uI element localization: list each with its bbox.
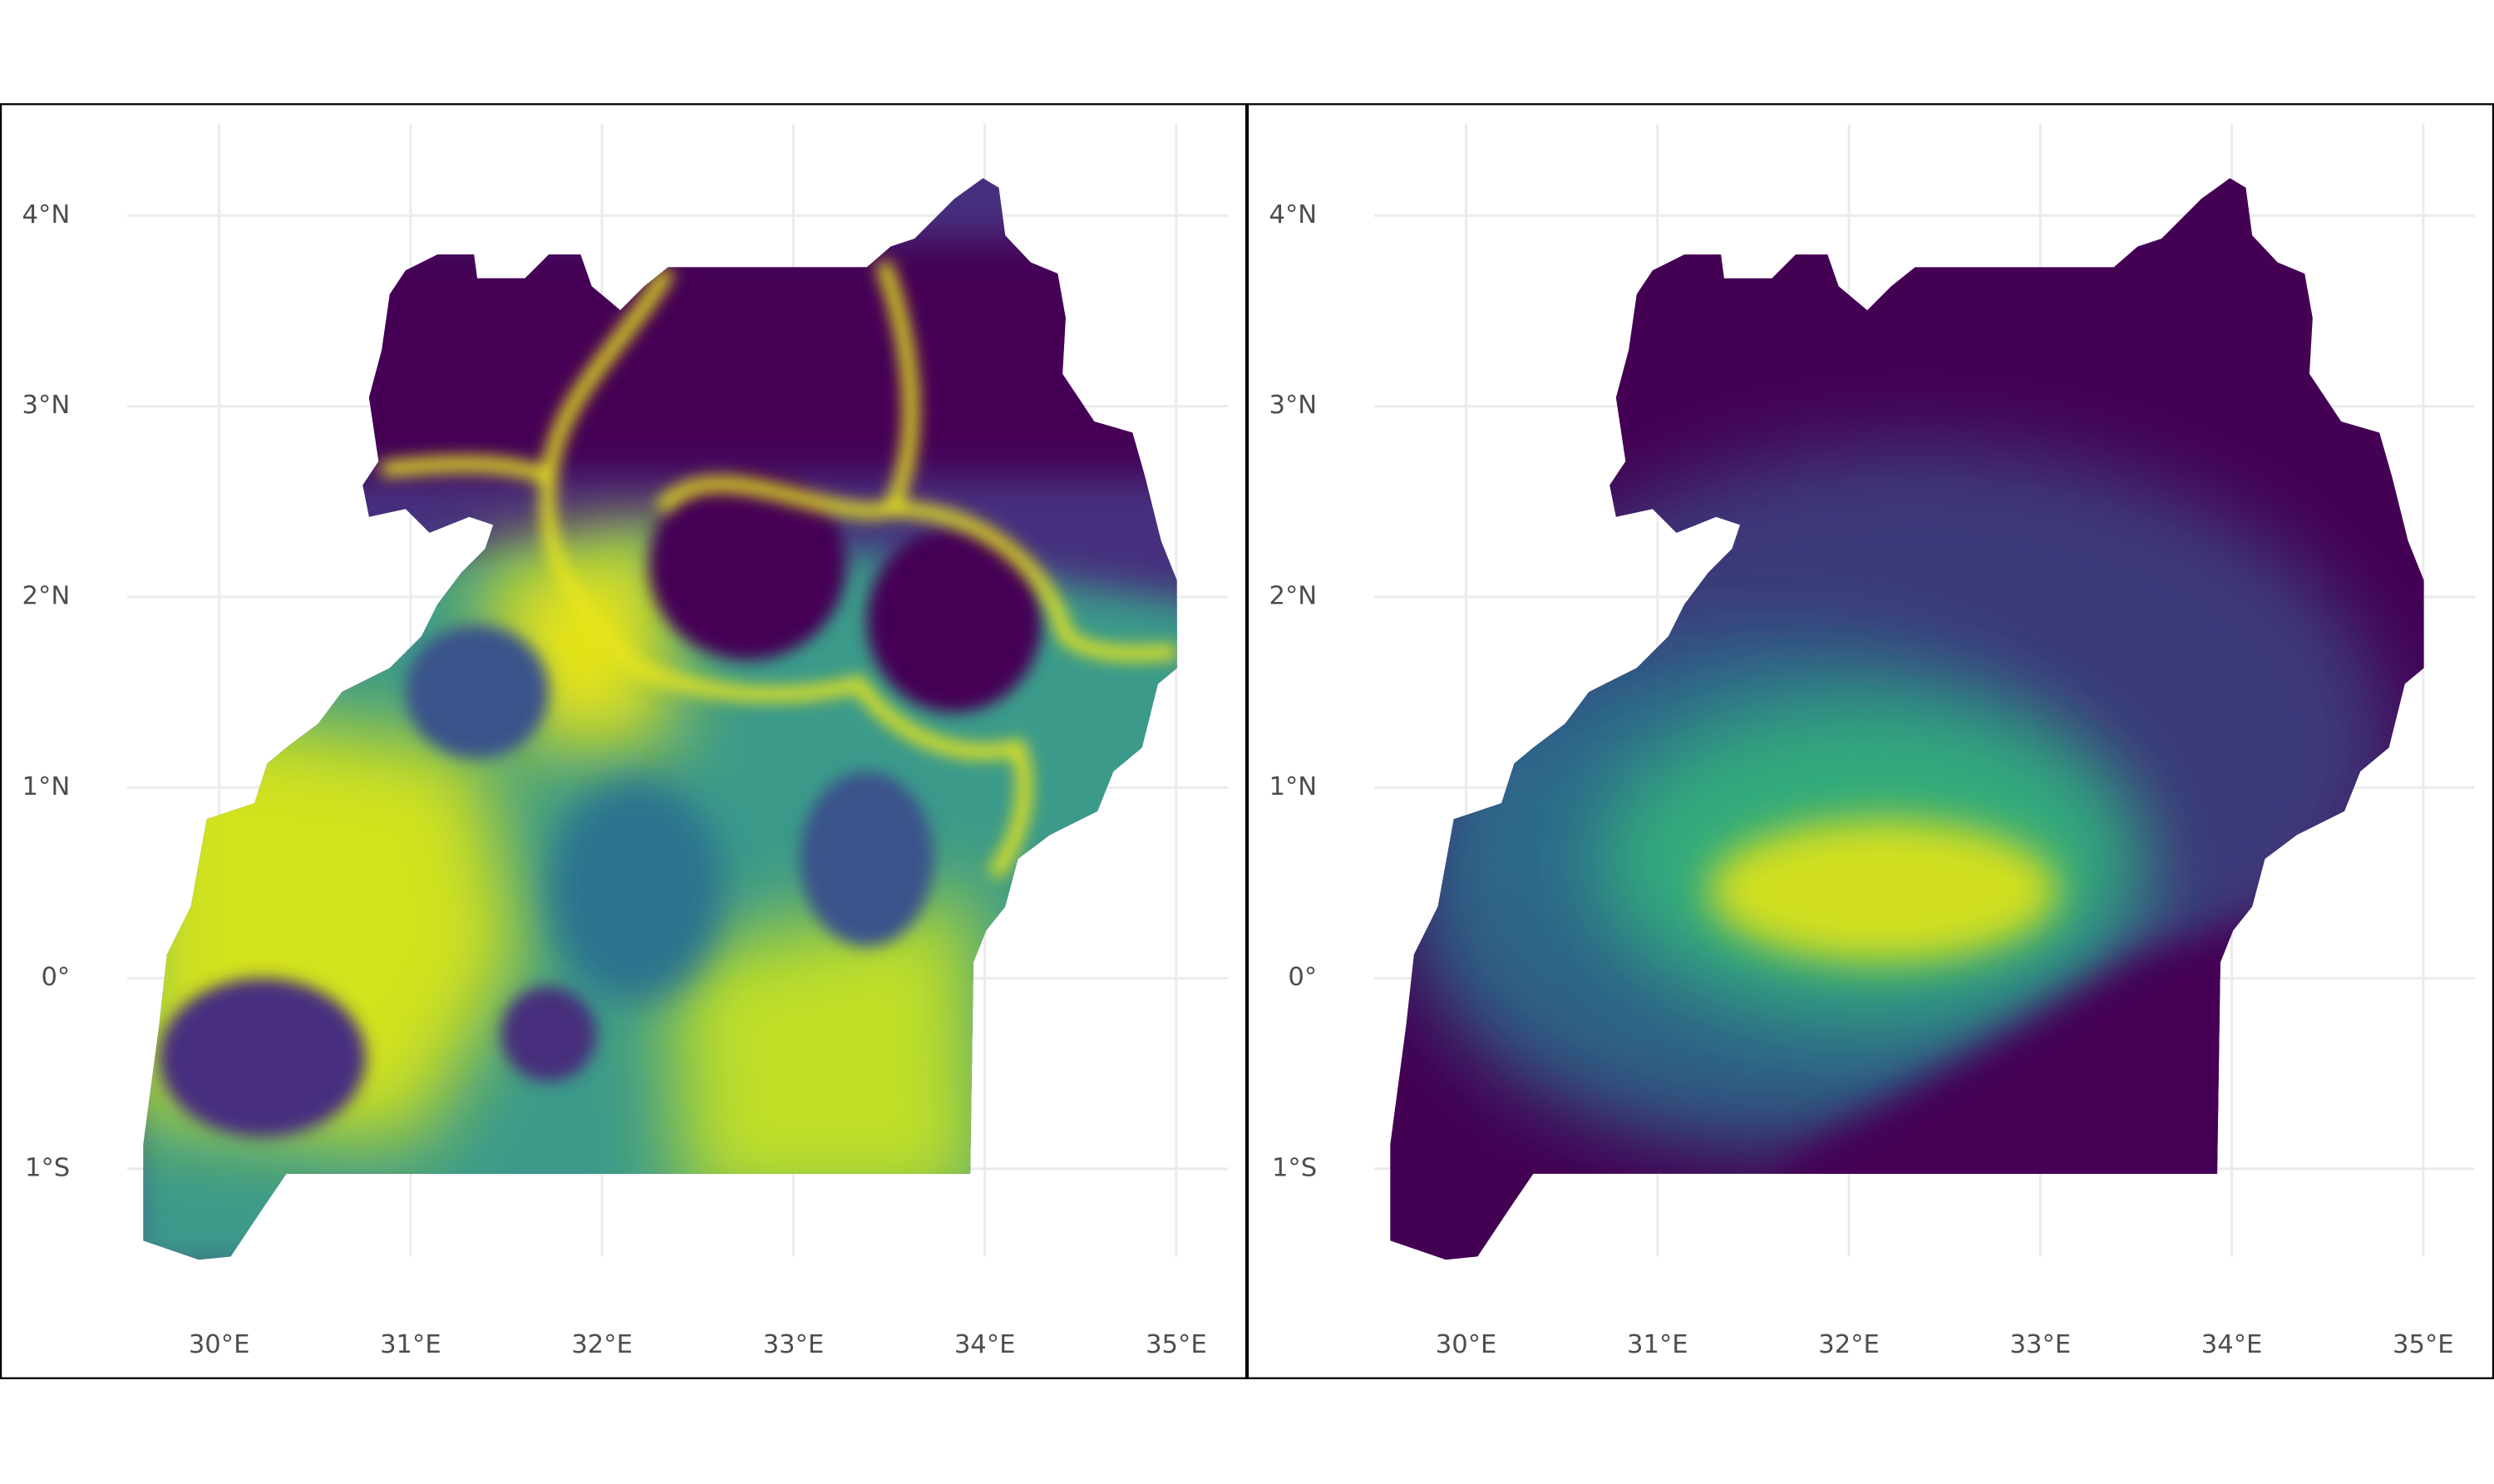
raster-ridges	[381, 259, 1177, 880]
y-tick-label: 3°N	[22, 391, 71, 420]
x-tick-label: 30°E	[189, 1330, 250, 1359]
x-tick-label: 32°E	[1818, 1330, 1880, 1359]
raster-map-left	[143, 178, 1177, 1260]
y-tick-label: 1°N	[22, 772, 71, 801]
x-tick-label: 35°E	[1146, 1330, 1207, 1359]
raster-area	[648, 469, 846, 660]
y-tick-label: 0°	[1288, 963, 1317, 992]
raster-area	[405, 624, 550, 759]
x-tick-label: 35°E	[2393, 1330, 2454, 1359]
panel-border	[1246, 103, 2494, 1379]
axis-labels: 30°E 31°E 32°E 33°E 34°E 35°E 4°N 3°N 2°N 1°N 0° 1°…	[22, 200, 2454, 1359]
x-tick-label: 32°E	[571, 1330, 633, 1359]
raster-map-right-group	[1390, 178, 2424, 1260]
y-tick-label: 2°N	[22, 581, 71, 610]
raster-area	[668, 890, 987, 1210]
x-tick-label: 33°E	[763, 1330, 825, 1359]
y-tick-label: 1°S	[1272, 1153, 1317, 1182]
y-tick-label: 4°N	[1269, 200, 1317, 229]
raster-area	[500, 986, 597, 1082]
y-tick-label: 4°N	[22, 200, 71, 229]
x-tick-label: 30°E	[1436, 1330, 1497, 1359]
raster-area	[159, 978, 367, 1137]
raster-area	[318, 238, 1177, 477]
raster-area	[549, 779, 724, 1003]
x-tick-label: 33°E	[2010, 1330, 2072, 1359]
x-tick-label: 31°E	[380, 1330, 441, 1359]
raster-area	[866, 528, 1042, 713]
x-tick-label: 31°E	[1627, 1330, 1688, 1359]
x-tick-label: 34°E	[954, 1330, 1016, 1359]
y-tick-label: 0°	[41, 963, 70, 992]
y-tick-label: 3°N	[1269, 391, 1317, 420]
panel-border	[0, 103, 1248, 1379]
raster-map-right	[1390, 178, 2424, 1260]
y-tick-label: 1°N	[1269, 772, 1317, 801]
raster-area	[800, 771, 934, 947]
x-tick-label: 34°E	[2201, 1330, 2263, 1359]
raster-area	[1708, 819, 2058, 963]
y-tick-label: 2°N	[1269, 581, 1317, 610]
y-tick-label: 1°S	[25, 1153, 70, 1182]
